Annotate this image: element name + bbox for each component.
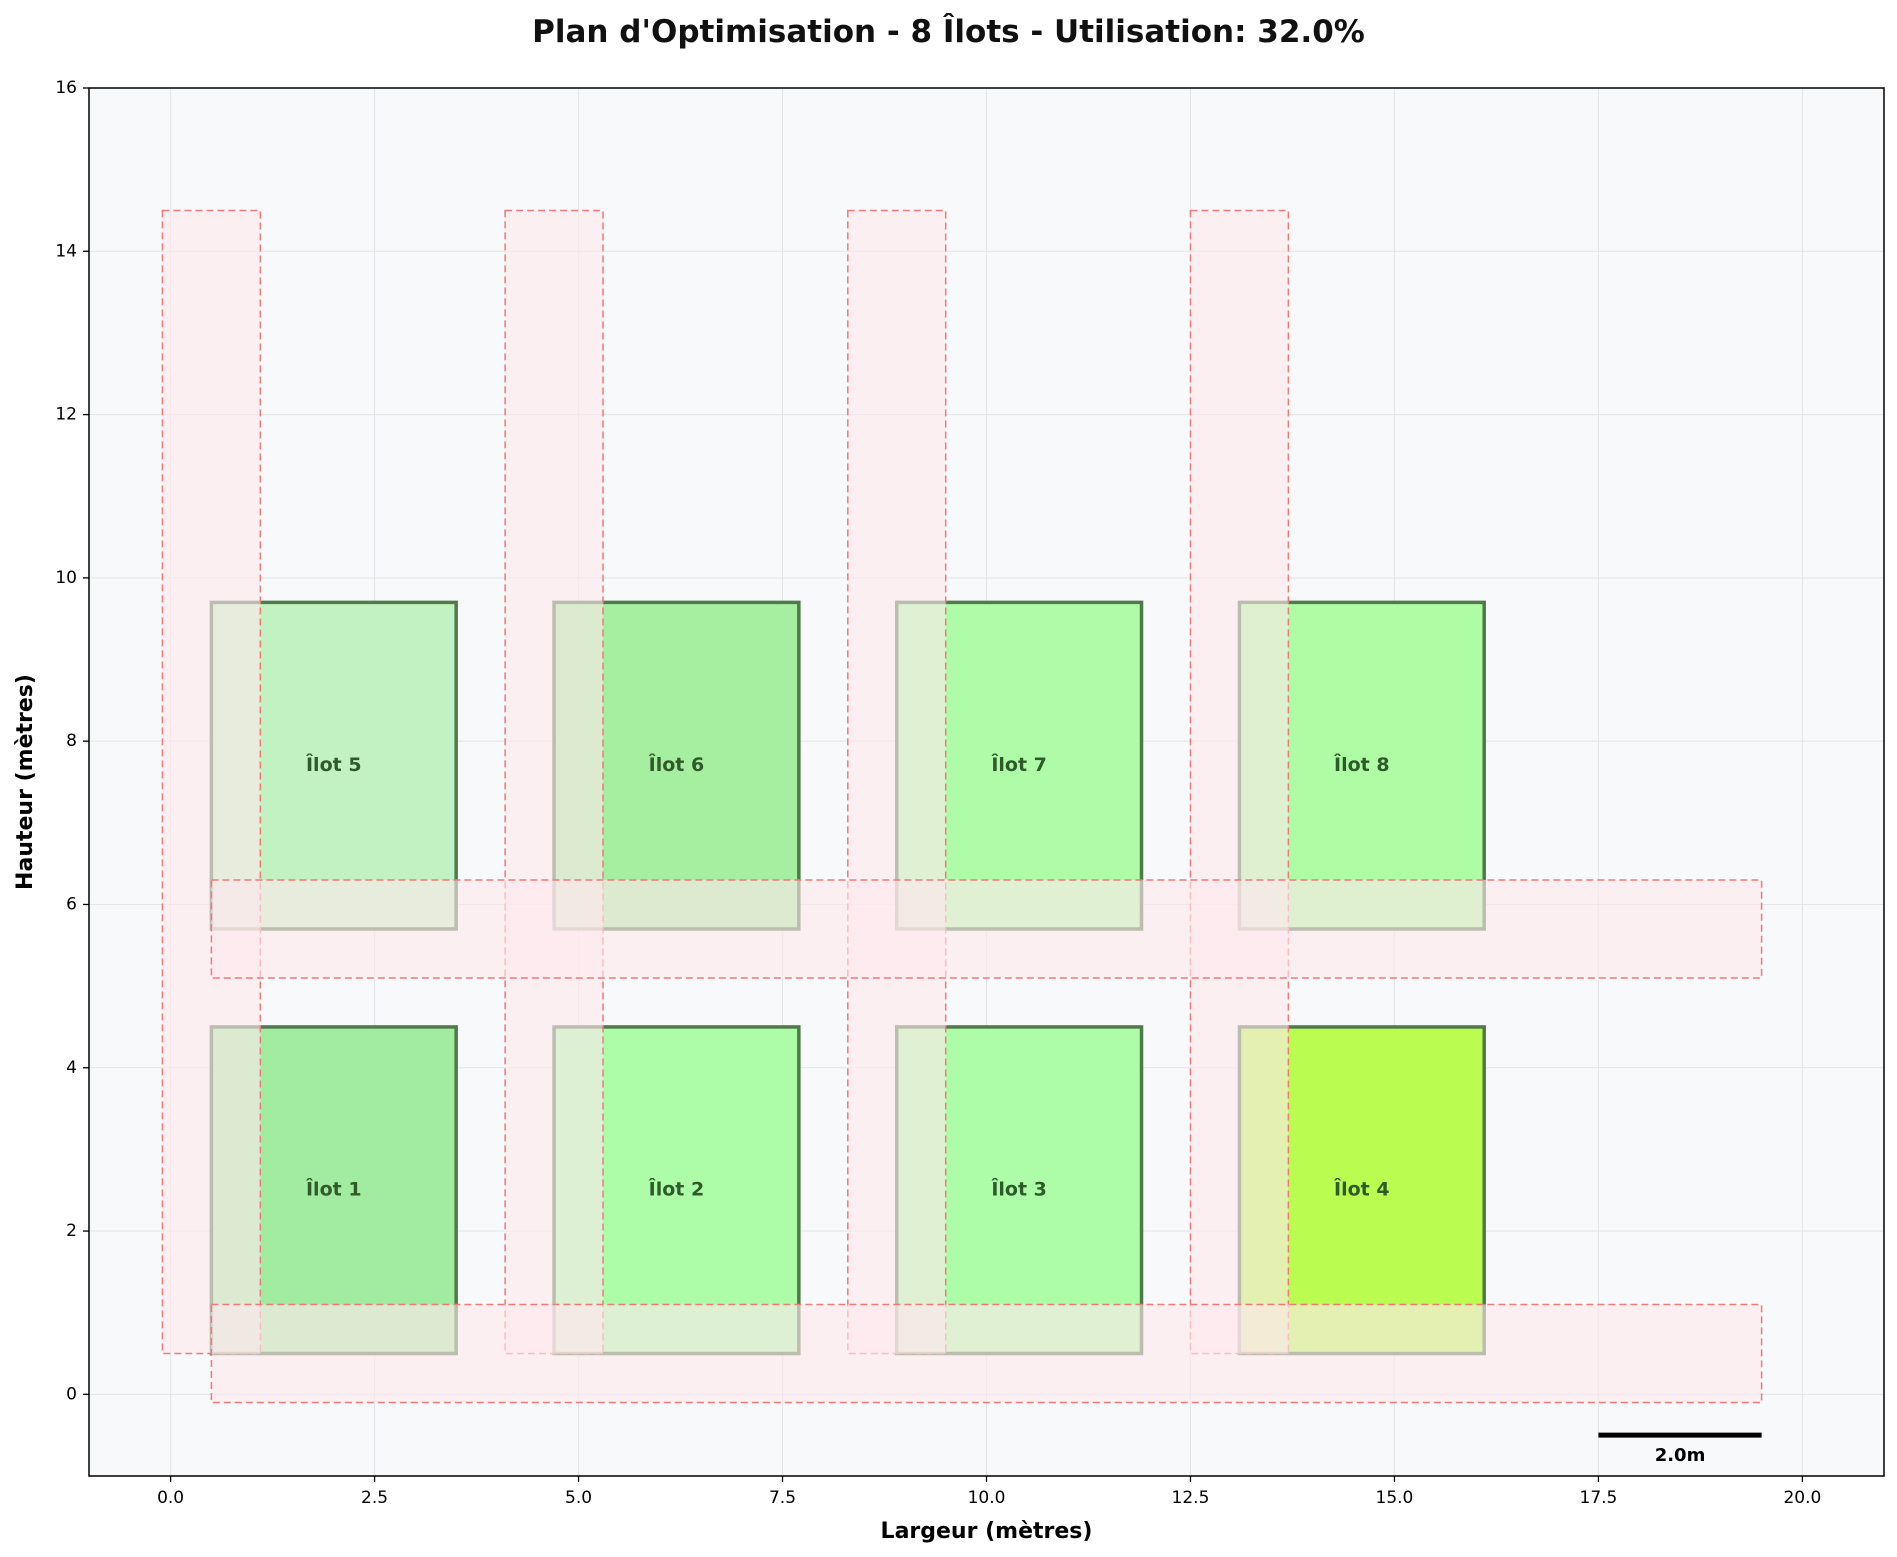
x-tick-label: 17.5	[1580, 1488, 1618, 1508]
y-axis-label: Hauteur (mètres)	[13, 674, 38, 890]
y-tick-label: 12	[55, 405, 77, 425]
corridor-4	[1189, 209, 1290, 1355]
y-tick-label: 16	[55, 78, 77, 98]
ilot-label-8: Îlot 8	[1334, 753, 1390, 776]
x-tick-label: 2.5	[361, 1488, 388, 1508]
chart-title: Plan d'Optimisation - 8 Îlots - Utilisat…	[532, 14, 1365, 50]
corridor-5	[210, 1303, 1763, 1404]
x-tick-label: 0.0	[157, 1488, 184, 1508]
axis-ticks: 0.0 2.5 5.0 7.5 10.0 12.5 15.0 17.5 20.0 0 2 4 6 8 10 1…	[55, 78, 1821, 1508]
x-axis-label: Largeur (mètres)	[881, 1519, 1093, 1544]
y-tick-label: 2	[66, 1221, 77, 1241]
ilot-label-2: Îlot 2	[649, 1178, 705, 1201]
y-tick-label: 6	[66, 894, 77, 914]
scale-bar-label: 2.0m	[1655, 1445, 1706, 1466]
ilot-label-6: Îlot 6	[649, 753, 705, 776]
corridors	[161, 209, 1763, 1404]
y-tick-label: 4	[66, 1058, 77, 1078]
x-tick-label: 12.5	[1172, 1488, 1210, 1508]
ilot-label-7: Îlot 7	[991, 753, 1047, 776]
corridor-3	[847, 209, 947, 1355]
y-tick-label: 14	[55, 241, 77, 261]
corridor-1	[161, 209, 262, 1355]
y-tick-label: 8	[66, 731, 77, 751]
y-tick-label: 10	[55, 568, 77, 588]
x-tick-label: 15.0	[1376, 1488, 1414, 1508]
ilot-label-4: Îlot 4	[1334, 1178, 1390, 1201]
ilot-label-1: Îlot 1	[306, 1178, 362, 1201]
y-tick-label: 0	[66, 1384, 77, 1404]
corridor-2	[504, 209, 604, 1355]
ilot-label-5: Îlot 5	[306, 753, 362, 776]
scale-bar: 2.0m	[1598, 1432, 1762, 1466]
x-tick-label: 7.5	[769, 1488, 796, 1508]
ilot-label-3: Îlot 3	[991, 1178, 1047, 1201]
x-tick-label: 20.0	[1783, 1488, 1821, 1508]
ilot-labels: Îlot 1 Îlot 2 Îlot 3 Îlot 4 Îlot 5 Îlot 6 Îlot…	[306, 753, 1390, 1201]
corridor-6	[210, 879, 1763, 979]
x-tick-label: 10.0	[968, 1488, 1006, 1508]
x-tick-label: 5.0	[565, 1488, 592, 1508]
